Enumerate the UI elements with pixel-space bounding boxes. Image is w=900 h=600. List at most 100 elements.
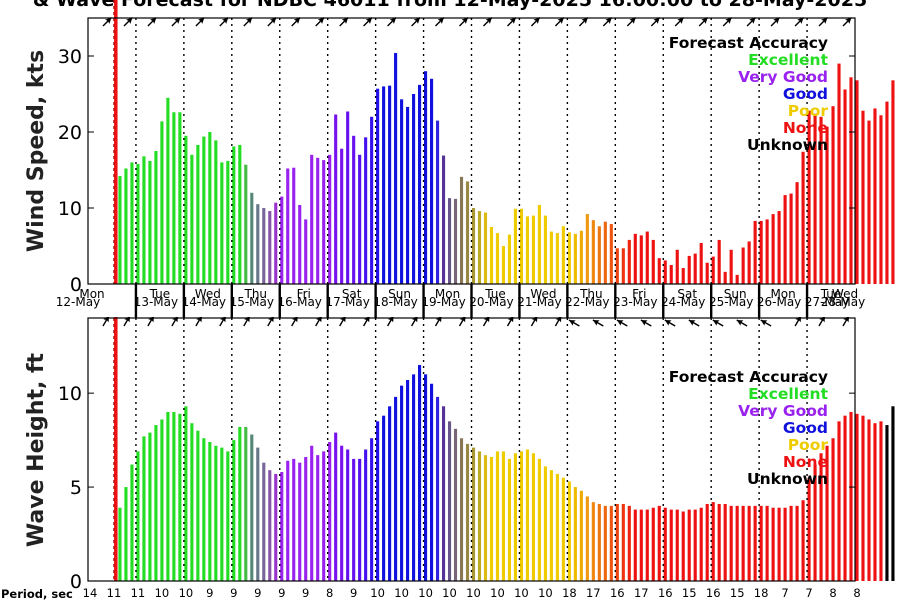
bar — [753, 220, 757, 284]
direction-arrow-head — [509, 17, 516, 24]
bar — [453, 198, 458, 284]
bar — [819, 116, 823, 284]
bar — [310, 154, 314, 284]
bar — [400, 99, 404, 284]
bar — [412, 94, 416, 284]
bar — [304, 457, 308, 581]
bar — [376, 421, 380, 581]
direction-arrow — [195, 17, 205, 27]
bar — [603, 505, 607, 581]
bar — [262, 462, 266, 581]
direction-arrow — [243, 17, 253, 27]
direction-arrow — [267, 315, 275, 327]
direction-arrow — [698, 17, 709, 27]
direction-arrow — [794, 315, 802, 327]
direction-arrow — [243, 315, 251, 327]
bar — [202, 136, 206, 284]
bar — [531, 215, 535, 284]
direction-arrow — [770, 17, 781, 27]
bar — [543, 466, 547, 581]
y-axis-label: Wind Speed, kts — [24, 50, 49, 252]
direction-arrow-head — [795, 315, 802, 323]
bar — [543, 215, 547, 284]
direction-arrow — [568, 319, 580, 327]
bar — [184, 135, 188, 284]
bar — [465, 443, 470, 581]
bar — [495, 233, 500, 284]
legend-entry: Very Good — [738, 402, 828, 420]
bar — [615, 248, 619, 284]
bar — [831, 106, 835, 284]
day-of-week-label: Fri — [632, 287, 646, 301]
period-value: 11 — [131, 586, 146, 600]
direction-arrow — [362, 315, 371, 327]
bar — [334, 432, 338, 581]
bar — [609, 505, 613, 581]
direction-arrow-head — [483, 315, 490, 323]
bar — [238, 426, 242, 581]
bar — [753, 505, 757, 581]
bar — [579, 490, 583, 581]
y-tick-label: 10 — [58, 198, 82, 220]
bar — [453, 428, 458, 581]
bar — [250, 192, 254, 284]
period-row: Period, sec 14 11 11 10 10 9 9 9 9 9 8 9 10 10 10 10 10 1… — [1, 586, 861, 600]
direction-arrow-head — [437, 17, 444, 24]
bar — [633, 233, 637, 284]
bar — [202, 438, 206, 581]
date-label: 13-May — [134, 295, 178, 309]
direction-arrow — [315, 315, 323, 327]
direction-arrow-head — [268, 315, 274, 323]
bar — [867, 419, 871, 581]
direction-arrow — [339, 17, 349, 27]
bar — [879, 421, 883, 581]
direction-arrow — [554, 17, 565, 27]
period-value: 7 — [781, 586, 788, 600]
direction-arrow — [530, 17, 541, 27]
bar — [699, 242, 703, 284]
bar — [142, 436, 146, 581]
direction-arrow — [386, 315, 395, 327]
bar — [238, 144, 242, 284]
period-value: 9 — [278, 586, 285, 600]
date-label: 19-May — [421, 295, 465, 309]
bar — [430, 383, 434, 581]
bar — [322, 451, 326, 581]
direction-arrow — [171, 315, 179, 327]
bar — [537, 458, 541, 581]
period-value: 9 — [206, 586, 213, 600]
direction-arrow — [483, 17, 493, 27]
date-label: 15-May — [230, 295, 274, 309]
bar — [729, 249, 733, 284]
bar — [166, 97, 170, 284]
direction-arrow — [219, 17, 229, 27]
bar — [645, 509, 649, 581]
direction-arrow — [102, 17, 112, 27]
direction-arrow — [123, 315, 131, 327]
bar — [663, 260, 667, 284]
bar — [346, 111, 350, 284]
bar — [855, 413, 859, 581]
date-label: 21-May — [517, 295, 561, 309]
bar — [124, 168, 128, 284]
bar — [789, 193, 793, 284]
period-value: 14 — [83, 586, 98, 600]
bar — [843, 415, 847, 581]
direction-arrow-head — [365, 17, 373, 24]
bar — [615, 503, 619, 581]
bar — [885, 425, 889, 581]
direction-arrow — [410, 315, 419, 327]
bar — [465, 181, 470, 284]
bar — [627, 239, 631, 284]
period-value: 10 — [370, 586, 385, 600]
period-value: 16 — [658, 586, 673, 600]
bar — [430, 78, 434, 284]
bar — [627, 505, 631, 581]
bar — [585, 214, 589, 284]
bar — [837, 421, 841, 581]
date-label: 14-May — [182, 295, 226, 309]
bar — [621, 248, 625, 284]
bar — [316, 157, 320, 284]
bar — [597, 503, 601, 581]
